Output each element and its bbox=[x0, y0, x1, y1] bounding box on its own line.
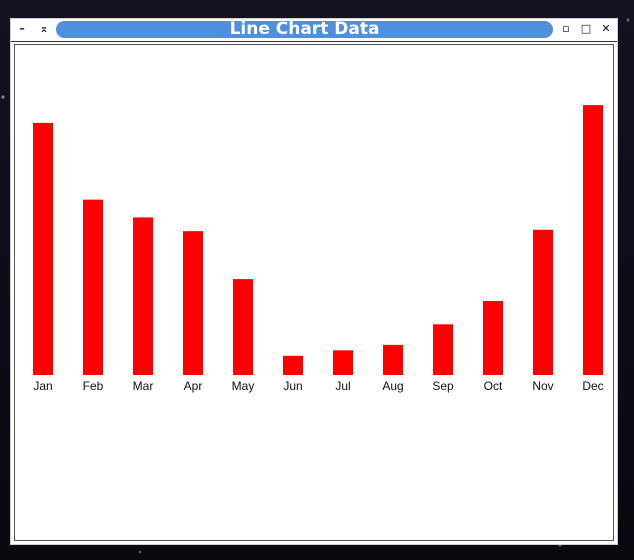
x-tick-label: Mar bbox=[133, 379, 154, 393]
bar-oct bbox=[483, 301, 503, 375]
bar-feb bbox=[83, 199, 103, 375]
bar-aug bbox=[383, 344, 403, 375]
x-tick-label: Aug bbox=[382, 379, 403, 393]
bar-may bbox=[233, 279, 253, 375]
x-tick-label: Nov bbox=[532, 379, 553, 393]
x-tick-label: Dec bbox=[582, 379, 603, 393]
shade-icon[interactable]: ⌅ bbox=[39, 22, 49, 35]
x-tick-label: Feb bbox=[83, 379, 104, 393]
x-tick-label: Apr bbox=[184, 379, 203, 393]
title-bar[interactable]: – ⌅ Line Chart Data ▫ □ ✕ bbox=[11, 19, 617, 42]
x-tick-label: Sep bbox=[432, 379, 454, 393]
bar-jun bbox=[283, 355, 303, 375]
x-tick-label: May bbox=[232, 379, 255, 393]
bar-mar bbox=[133, 217, 153, 375]
bar-jan bbox=[33, 122, 53, 375]
title-pill: Line Chart Data bbox=[56, 21, 553, 38]
bar-apr bbox=[183, 231, 203, 375]
maximize-icon[interactable]: □ bbox=[580, 22, 592, 35]
window-menu-icon[interactable]: – bbox=[19, 22, 25, 35]
window-title: Line Chart Data bbox=[229, 19, 380, 39]
bar-nov bbox=[533, 229, 553, 375]
bar-sep bbox=[433, 324, 453, 375]
x-tick-label: Jan bbox=[33, 379, 52, 393]
bar-jul bbox=[333, 350, 353, 375]
chart-area: Jan Feb Mar Apr May Jun Jul Aug Sep Oct Nov Dec bbox=[14, 44, 614, 541]
x-tick-label: Jun bbox=[283, 379, 302, 393]
x-tick-label: Oct bbox=[484, 379, 503, 393]
close-icon[interactable]: ✕ bbox=[601, 22, 611, 35]
bar-dec bbox=[583, 105, 603, 376]
app-window: – ⌅ Line Chart Data ▫ □ ✕ Jan Feb Mar Apr Ma… bbox=[10, 18, 618, 545]
bar-chart: Jan Feb Mar Apr May Jun Jul Aug Sep Oct Nov Dec bbox=[33, 105, 604, 393]
minimize-icon[interactable]: ▫ bbox=[562, 22, 570, 35]
x-tick-label: Jul bbox=[335, 379, 350, 393]
